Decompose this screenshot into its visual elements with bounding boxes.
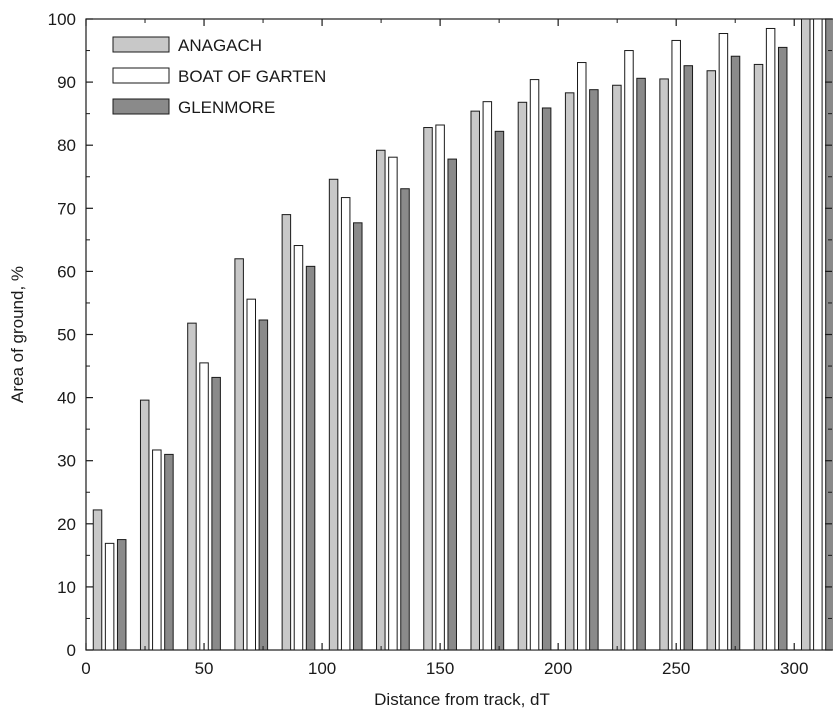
legend-swatch-anagach bbox=[112, 36, 170, 53]
bar-anagach-230 bbox=[612, 84, 622, 651]
bar-boat-of-garten-290 bbox=[765, 27, 776, 651]
bar-glenmore-10 bbox=[116, 539, 127, 651]
y-tick-label: 0 bbox=[67, 641, 76, 660]
x-tick-label: 300 bbox=[780, 659, 808, 678]
bar-glenmore-130 bbox=[400, 188, 410, 651]
bar-anagach-210 bbox=[564, 92, 575, 651]
y-tick-label: 50 bbox=[57, 326, 76, 345]
y-tick-label: 30 bbox=[57, 452, 76, 471]
bar-boat-of-garten-190 bbox=[529, 79, 540, 651]
x-axis-title: Distance from track, dT bbox=[374, 690, 550, 709]
bar-boat-of-garten-170 bbox=[482, 101, 493, 651]
x-tick-label: 0 bbox=[81, 659, 90, 678]
y-tick-label: 40 bbox=[57, 389, 76, 408]
bar-boat-of-garten-70 bbox=[246, 298, 256, 651]
y-tick-label: 100 bbox=[48, 10, 76, 29]
bar-boat-of-garten-30 bbox=[152, 449, 162, 651]
y-tick-label: 60 bbox=[57, 262, 76, 281]
axes: 0 10 20 30 40 50 60 70 80 90 100 0 50 100 150 200 250 300 bbox=[48, 10, 832, 678]
bar-anagach-170 bbox=[470, 110, 480, 651]
legend-swatch-boat-of-garten bbox=[112, 67, 170, 84]
bar-boat-of-garten-210 bbox=[577, 62, 587, 651]
bar-boat-of-garten-90 bbox=[293, 245, 304, 651]
bar-boat-of-garten-310 bbox=[813, 18, 823, 651]
bar-glenmore-170 bbox=[494, 130, 505, 651]
bar-anagach-290 bbox=[753, 63, 764, 651]
y-tick-label: 90 bbox=[57, 73, 76, 92]
bar-boat-of-garten-270 bbox=[718, 33, 729, 651]
bar-anagach-50 bbox=[187, 322, 197, 651]
y-tick-label: 10 bbox=[57, 578, 76, 597]
y-axis-title: Area of ground, % bbox=[8, 266, 27, 403]
x-tick-label: 100 bbox=[308, 659, 336, 678]
bar-anagach-30 bbox=[139, 399, 150, 651]
bar-boat-of-garten-110 bbox=[340, 197, 351, 651]
legend-label: ANAGACH bbox=[178, 36, 262, 55]
bar-anagach-270 bbox=[706, 70, 717, 651]
bar-boat-of-garten-10 bbox=[104, 542, 115, 651]
legend: ANAGACH BOAT OF GARTEN GLENMORE bbox=[112, 36, 326, 117]
bar-boat-of-garten-250 bbox=[671, 39, 681, 651]
bar-glenmore-50 bbox=[211, 376, 221, 651]
bar-glenmore-90 bbox=[305, 265, 316, 651]
bar-boat-of-garten-50 bbox=[199, 362, 209, 651]
bar-glenmore-150 bbox=[447, 158, 457, 651]
legend-label: GLENMORE bbox=[178, 98, 275, 117]
bar-anagach-90 bbox=[281, 214, 292, 651]
legend-label: BOAT OF GARTEN bbox=[178, 67, 326, 86]
bar-anagach-10 bbox=[92, 509, 103, 651]
bar-glenmore-230 bbox=[636, 77, 646, 651]
bar-boat-of-garten-230 bbox=[624, 50, 634, 651]
bar-glenmore-270 bbox=[730, 55, 741, 651]
x-tick-label: 250 bbox=[662, 659, 690, 678]
legend-swatch-glenmore bbox=[112, 98, 170, 115]
bar-anagach-70 bbox=[234, 258, 244, 651]
bar-anagach-310 bbox=[800, 18, 811, 651]
bar-boat-of-garten-150 bbox=[435, 124, 445, 651]
bar-glenmore-30 bbox=[164, 453, 174, 651]
x-tick-label: 50 bbox=[195, 659, 214, 678]
x-tick-label: 150 bbox=[426, 659, 454, 678]
bar-glenmore-290 bbox=[777, 46, 788, 651]
bar-anagach-110 bbox=[328, 178, 339, 651]
bar-anagach-190 bbox=[517, 101, 528, 651]
bars bbox=[92, 18, 833, 651]
bar-glenmore-250 bbox=[683, 65, 694, 651]
y-tick-label: 70 bbox=[57, 199, 76, 218]
bar-anagach-130 bbox=[376, 149, 386, 651]
bar-glenmore-190 bbox=[541, 107, 552, 651]
y-tick-label: 80 bbox=[57, 136, 76, 155]
bar-glenmore-110 bbox=[353, 222, 363, 651]
bar-anagach-250 bbox=[659, 78, 669, 651]
bar-glenmore-70 bbox=[258, 319, 269, 651]
y-tick-label: 20 bbox=[57, 515, 76, 534]
bar-anagach-150 bbox=[423, 127, 433, 651]
x-tick-label: 200 bbox=[544, 659, 572, 678]
bar-glenmore-210 bbox=[589, 89, 599, 651]
bar-boat-of-garten-130 bbox=[388, 156, 398, 651]
